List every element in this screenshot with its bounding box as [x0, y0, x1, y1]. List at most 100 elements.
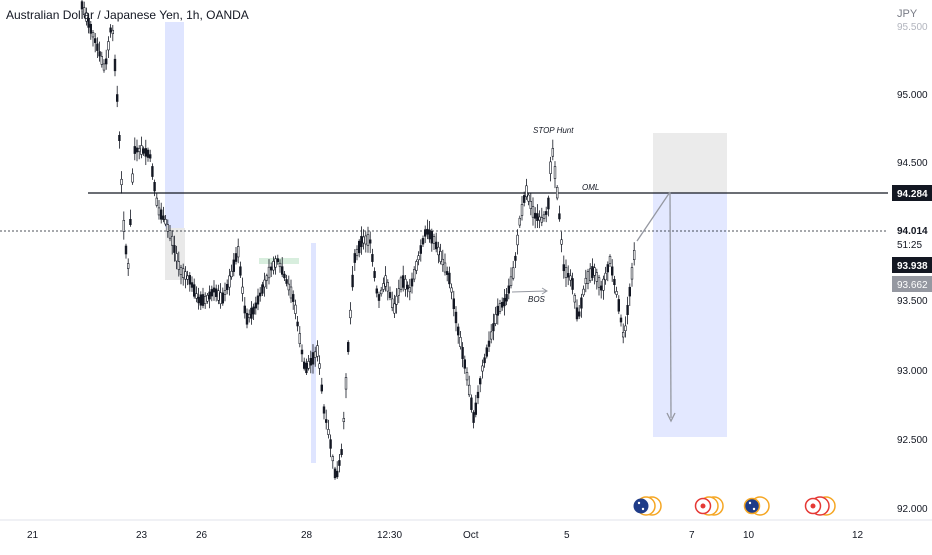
candle-body	[179, 267, 183, 275]
time-tick: 10	[743, 530, 755, 541]
price-tick: 92.500	[897, 435, 928, 446]
candle-body	[309, 357, 312, 366]
candle-body	[166, 224, 169, 232]
candle-body	[340, 449, 343, 455]
candle-body	[366, 234, 370, 246]
au-flag-icon[interactable]	[633, 496, 662, 516]
candle-body	[215, 288, 218, 297]
candle-body	[94, 38, 97, 43]
candle-body	[599, 285, 603, 291]
candle-body	[199, 294, 202, 306]
highlight-zone-1	[165, 22, 184, 280]
candle-body	[357, 240, 361, 254]
candle-body	[173, 245, 176, 253]
candle-body	[564, 267, 568, 278]
candle-body	[450, 287, 453, 293]
candle-body	[443, 262, 447, 273]
candle-body	[509, 276, 513, 286]
candle-body	[505, 294, 508, 302]
candle-body	[129, 218, 132, 226]
candle-body	[582, 288, 585, 296]
candle-body	[531, 206, 535, 218]
candle-body	[142, 148, 145, 154]
candle-body	[232, 259, 235, 272]
candle-body	[593, 267, 596, 276]
candle-body	[388, 292, 392, 298]
candle-body	[538, 216, 541, 221]
candle-body	[182, 268, 185, 278]
candle-body	[210, 289, 213, 297]
candle-body	[160, 209, 163, 220]
candle-body	[298, 333, 301, 344]
event-icons-row[interactable]	[633, 496, 836, 516]
candle-body	[186, 275, 189, 280]
candle-body	[540, 217, 544, 223]
candle-body	[551, 148, 555, 157]
candle-body	[379, 289, 383, 295]
candle-body	[632, 250, 636, 260]
time-tick: 21	[27, 530, 39, 541]
candle-body	[434, 241, 438, 250]
projection-path-up	[636, 191, 671, 242]
candle-body	[478, 378, 482, 385]
candle-body	[496, 305, 499, 316]
candle-body	[566, 273, 570, 278]
candle-body	[569, 275, 572, 281]
candle-body	[525, 185, 528, 198]
candle-body	[406, 284, 409, 290]
candle-body	[146, 149, 150, 158]
candle-body	[626, 305, 629, 315]
candle-body	[287, 283, 290, 291]
candle-body	[208, 291, 211, 300]
candle-body	[162, 215, 165, 220]
candle-body	[89, 23, 93, 34]
candle-body	[439, 251, 442, 262]
candle-body	[83, 7, 86, 15]
candle-body	[518, 217, 522, 226]
candle-body	[619, 317, 623, 323]
candle-body	[322, 406, 326, 414]
candle-body	[355, 248, 359, 257]
price-tick: 95.000	[897, 90, 928, 101]
candle-body	[426, 228, 429, 235]
candle-body	[243, 305, 246, 314]
candle-body	[595, 272, 599, 282]
candle-body	[368, 239, 372, 244]
candle-body	[80, 1, 84, 10]
au-flag-icon[interactable]	[743, 496, 770, 516]
price-badge-dark-text: 93.938	[897, 261, 928, 272]
candle-body	[217, 290, 220, 301]
candle-body	[624, 325, 627, 332]
candle-body	[230, 270, 233, 278]
candle-body	[111, 29, 115, 35]
candle-body	[544, 211, 548, 215]
candle-body	[472, 412, 475, 423]
candle-body	[470, 397, 473, 410]
candle-body	[351, 274, 354, 288]
candle-body	[193, 284, 196, 297]
candle-body	[360, 235, 363, 248]
time-tick: 5	[564, 530, 570, 541]
candle-body	[630, 267, 634, 280]
candle-body	[401, 275, 405, 288]
candle-body	[118, 135, 121, 141]
candle-body	[333, 468, 337, 479]
candle-body	[155, 197, 158, 206]
candle-body	[417, 255, 420, 261]
candle-body	[278, 262, 282, 268]
candle-body	[399, 277, 403, 290]
candle-body	[342, 418, 345, 422]
candle-body	[562, 264, 566, 272]
candle-body	[386, 282, 389, 292]
candle-body	[316, 345, 319, 357]
candle-body	[384, 275, 387, 287]
candle-body	[223, 290, 227, 295]
event-icon[interactable]	[804, 496, 836, 516]
candle-body	[520, 204, 524, 216]
event-icon[interactable]	[694, 496, 724, 516]
symbol-title[interactable]: Australian Dollar / Japanese Yen, 1h, OA…	[6, 8, 249, 22]
candle-body	[318, 363, 321, 369]
time-axis-panel[interactable]	[0, 520, 932, 550]
